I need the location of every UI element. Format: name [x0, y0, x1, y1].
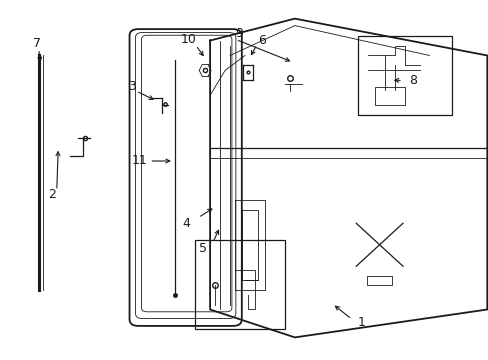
Text: 2: 2: [48, 188, 56, 201]
Text: 1: 1: [357, 316, 365, 329]
Text: 10: 10: [180, 33, 196, 46]
Text: 6: 6: [257, 33, 265, 47]
Text: 4: 4: [182, 216, 189, 230]
Text: 3: 3: [128, 80, 136, 93]
Bar: [366, 276, 391, 285]
Text: 9: 9: [235, 27, 243, 40]
Text: 8: 8: [408, 74, 416, 87]
Text: 5: 5: [199, 242, 206, 255]
Bar: [357, 36, 451, 115]
Bar: [374, 87, 404, 105]
Text: 11: 11: [132, 154, 147, 167]
Text: 7: 7: [33, 36, 41, 50]
Bar: [195, 240, 285, 329]
